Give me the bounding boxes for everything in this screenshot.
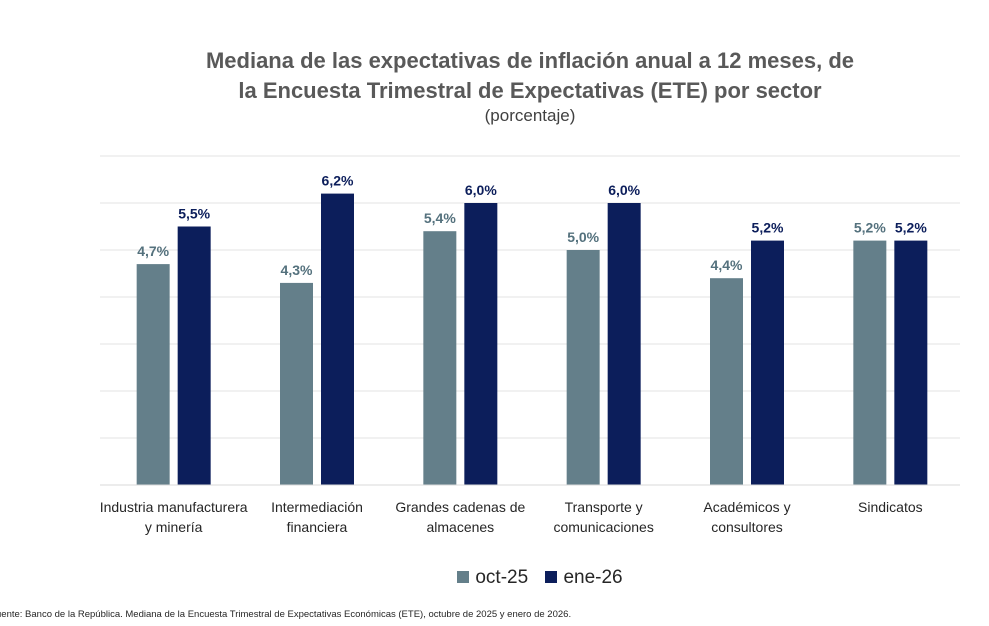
category-label-4: Académicos y consultores bbox=[703, 499, 791, 535]
value-label-oct-25-3: 5,0% bbox=[567, 229, 599, 245]
category-label-0: Industria manufacturera y minería bbox=[99, 499, 248, 535]
source-note: uente: Banco de la República. Mediana de… bbox=[0, 609, 572, 620]
category-label-2: Grandes cadenas de almacenes bbox=[395, 499, 526, 535]
bars bbox=[136, 193, 928, 485]
value-label-ene-26-2: 6,0% bbox=[465, 182, 497, 198]
legend-label-oct-25: oct-25 bbox=[475, 567, 529, 588]
value-label-ene-26-5: 5,2% bbox=[895, 220, 927, 236]
legend-label-ene-26: ene-26 bbox=[563, 567, 623, 588]
bar-chart: 4,7% 5,5% 4,3% 6,2% 5,4% 6,0% 5,0% 6,0% 4,4% 5,2%… bbox=[100, 155, 960, 486]
bar-oct-25-2 bbox=[423, 231, 457, 485]
chart-title-line-2: la Encuesta Trimestral de Expectativas (… bbox=[238, 78, 822, 103]
value-label-oct-25-0: 4,7% bbox=[137, 243, 169, 259]
bar-ene-26-2 bbox=[464, 203, 498, 485]
bar-ene-26-1 bbox=[321, 193, 354, 485]
bar-ene-26-5 bbox=[894, 240, 928, 485]
chart-title-line-1: Mediana de las expectativas de inflación… bbox=[205, 48, 855, 73]
category-label-5: Sindicatos bbox=[858, 499, 923, 515]
category-label-3: Transporte y comunicaciones bbox=[553, 499, 654, 535]
category-label-1: Intermediación financiera bbox=[271, 499, 363, 535]
value-label-oct-25-2: 5,4% bbox=[424, 210, 456, 226]
legend: oct-25 ene-26 bbox=[0, 567, 989, 589]
gridlines bbox=[100, 155, 960, 439]
value-labels: 4,7% 5,5% 4,3% 6,2% 5,4% 6,0% 5,0% 6,0% 4,4% 5,2%… bbox=[137, 173, 927, 278]
value-label-oct-25-5: 5,2% bbox=[854, 220, 886, 236]
bar-ene-26-3 bbox=[607, 203, 641, 485]
legend-swatch-oct-25 bbox=[457, 571, 470, 583]
value-label-oct-25-4: 4,4% bbox=[711, 257, 743, 273]
chart-subtitle: (porcentaje) bbox=[484, 106, 576, 125]
legend-swatch-ene-26 bbox=[545, 571, 558, 583]
bar-oct-25-5 bbox=[853, 240, 887, 485]
legend-item-ene-26: ene-26 bbox=[545, 567, 623, 589]
chart-title: Mediana de las expectativas de inflación… bbox=[0, 46, 989, 106]
bar-oct-25-3 bbox=[566, 250, 600, 485]
bar-oct-25-0 bbox=[136, 264, 170, 485]
value-label-ene-26-1: 6,2% bbox=[322, 173, 354, 189]
value-label-ene-26-0: 5,5% bbox=[178, 206, 210, 222]
bar-ene-26-0 bbox=[177, 226, 211, 485]
bar-ene-26-4 bbox=[751, 240, 784, 485]
value-label-ene-26-4: 5,2% bbox=[752, 220, 784, 236]
legend-item-oct-25: oct-25 bbox=[457, 567, 528, 589]
bar-oct-25-4 bbox=[710, 278, 743, 485]
value-label-ene-26-3: 6,0% bbox=[608, 182, 640, 198]
bar-oct-25-1 bbox=[280, 282, 313, 485]
value-label-oct-25-1: 4,3% bbox=[281, 262, 313, 278]
